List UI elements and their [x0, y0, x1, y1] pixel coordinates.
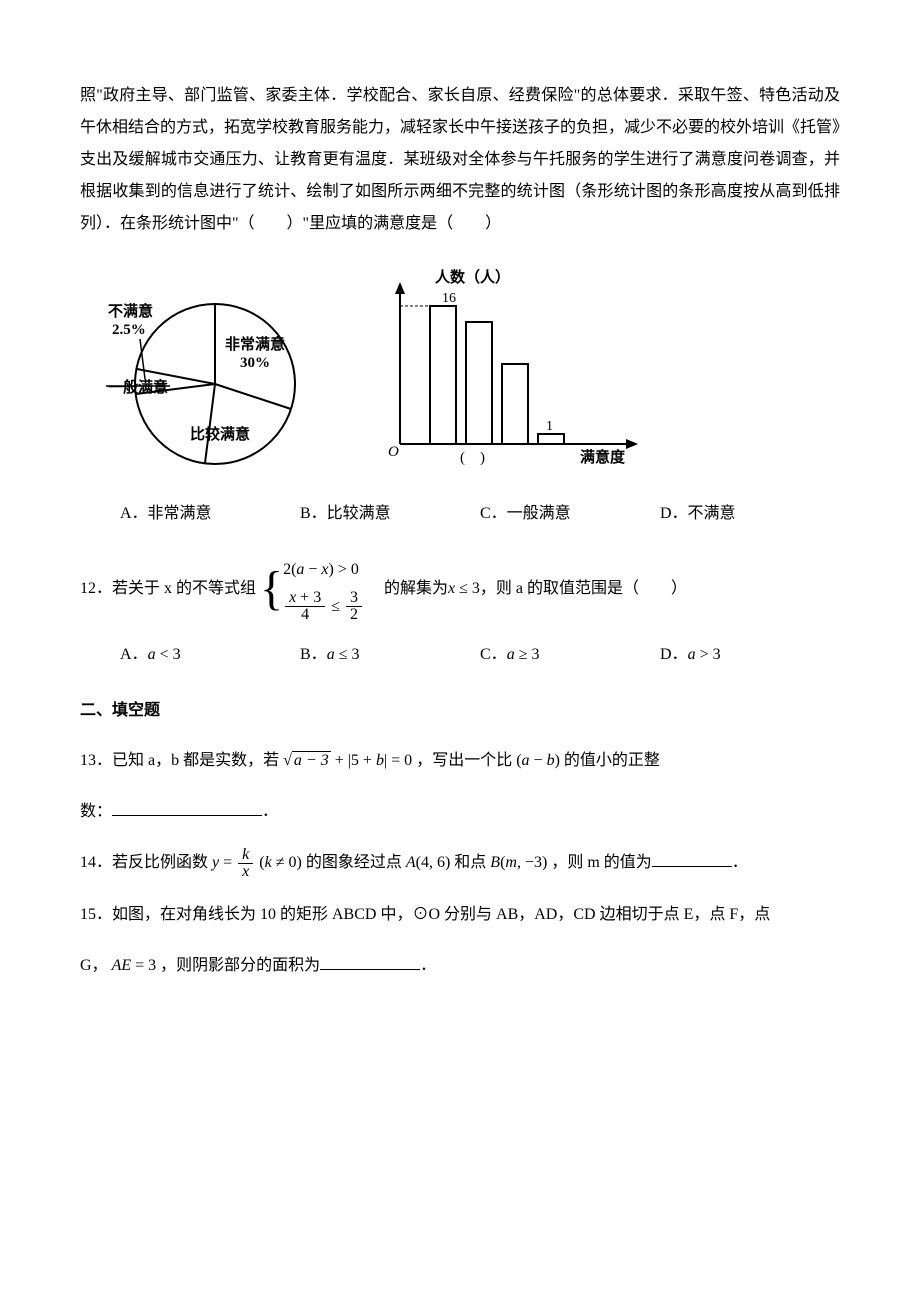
q13-mid: ，写出一个比: [416, 752, 512, 769]
q14-mid2: 和点: [454, 854, 490, 871]
q14-pointB: B(m, −3): [490, 854, 547, 871]
question-12: 12．若关于 x 的不等式组 { 2(a − x) > 0 x + 34 ≤ 3…: [80, 554, 840, 623]
q12-option-a: A．a < 3: [120, 639, 300, 671]
pie-chart: 不满意 2.5% 非常满意 30% 一般满意 比较满意: [90, 264, 320, 474]
q15-line2-end: ．: [420, 957, 436, 974]
q14-yeq: y =: [212, 854, 236, 871]
q13-abs: |5 + b|: [348, 752, 387, 769]
bar-4: [538, 434, 564, 444]
bar-x-axis-label: 满意度: [580, 448, 626, 466]
q14-kcond: (k ≠ 0): [259, 854, 302, 871]
bar-y-axis-label: 人数（人）: [435, 268, 510, 286]
question-15-line1: 15．如图，在对角线长为 10 的矩形 ABCD 中，⊙O 分别与 AB，AD，…: [80, 897, 840, 932]
q13-line2-post: ．: [262, 803, 278, 820]
question-14: 14．若反比例函数 y = kx (k ≠ 0) 的图象经过点 A(4, 6) …: [80, 845, 840, 880]
pie-label-fairly-satisfied: 比较满意: [190, 425, 250, 443]
q12-line2: x + 34 ≤ 32: [283, 590, 364, 623]
q14-pre: 14．若反比例函数: [80, 854, 212, 871]
bar-x-marker: ( ): [460, 450, 485, 466]
q11-option-d: D．不满意: [660, 498, 840, 530]
charts-container: 不满意 2.5% 非常满意 30% 一般满意 比较满意 人数（人） O 16 1…: [90, 264, 840, 474]
q13-line2-pre: 数：: [80, 803, 112, 820]
q11-option-c: C．一般满意: [480, 498, 660, 530]
pie-label-dissatisfied-pct: 2.5%: [112, 322, 146, 338]
brace-icon: {: [260, 565, 283, 613]
q14-blank: [652, 848, 732, 867]
origin-label: O: [388, 444, 399, 460]
q12-cond: x ≤ 3: [448, 573, 480, 605]
q15-line2-pre: G，: [80, 957, 108, 974]
q14-frac: kx: [238, 847, 253, 880]
q13-pre: 13．已知 a，b 都是实数，若: [80, 752, 279, 769]
pie-label-very-satisfied: 非常满意: [225, 335, 285, 353]
bar-small-label: 1: [546, 419, 553, 434]
q15-AE: AE = 3: [112, 957, 157, 974]
bar-chart: 人数（人） O 16 1 ( ) 满意度: [360, 264, 650, 474]
q12-options: A．a < 3 B．a ≤ 3 C．a ≥ 3 D．a > 3: [120, 639, 840, 671]
q14-mid1: 的图象经过点: [306, 854, 406, 871]
q15-line2-mid: ，则阴影部分的面积为: [160, 957, 320, 974]
q13-eq: = 0: [391, 752, 412, 769]
pie-label-dissatisfied: 不满意: [108, 302, 153, 320]
question-15-line2: G， AE = 3 ，则阴影部分的面积为 ．: [80, 948, 840, 983]
q14-pointA: A(4, 6): [406, 854, 450, 871]
bar-2: [466, 322, 492, 444]
q12-option-b: B．a ≤ 3: [300, 639, 480, 671]
q13-paren: (a − b): [516, 752, 560, 769]
pie-label-very-satisfied-pct: 30%: [240, 355, 270, 371]
q12-line1: 2(a − x) > 0: [283, 554, 364, 586]
q13-blank: [112, 797, 262, 816]
q12-prefix: 12．若关于 x 的不等式组: [80, 573, 256, 605]
q12-option-d: D．a > 3: [660, 639, 840, 671]
bar-y-tick-16: 16: [442, 291, 456, 306]
q14-end: ．: [732, 854, 748, 871]
pie-label-generally-satisfied: 一般满意: [108, 378, 168, 396]
q12-option-c: C．a ≥ 3: [480, 639, 660, 671]
q12-mid: 的解集为: [368, 573, 448, 605]
sqrt-expression: √a − 3: [283, 743, 331, 778]
question-11-text: 照"政府主导、部门监管、家委主体．学校配合、家长自原、经费保险"的总体要求．采取…: [80, 80, 840, 240]
q12-system: { 2(a − x) > 0 x + 34 ≤ 32: [260, 554, 364, 623]
q13-post: 的值小的正整: [564, 752, 660, 769]
q13-plus: +: [335, 752, 348, 769]
question-13-line2: 数： ．: [80, 794, 840, 829]
bar-1: [430, 306, 456, 444]
q11-options: A．非常满意 B．比较满意 C．一般满意 D．不满意: [120, 498, 840, 530]
bar-3: [502, 364, 528, 444]
q11-option-a: A．非常满意: [120, 498, 300, 530]
q11-option-b: B．比较满意: [300, 498, 480, 530]
section-2-title: 二、填空题: [80, 695, 840, 727]
question-13: 13．已知 a，b 都是实数，若 √a − 3 + |5 + b| = 0 ，写…: [80, 743, 840, 778]
q12-suffix: ，则 a 的取值范围是（ ）: [480, 573, 687, 605]
q15-blank: [320, 951, 420, 970]
q14-post: ，则 m 的值为: [551, 854, 651, 871]
